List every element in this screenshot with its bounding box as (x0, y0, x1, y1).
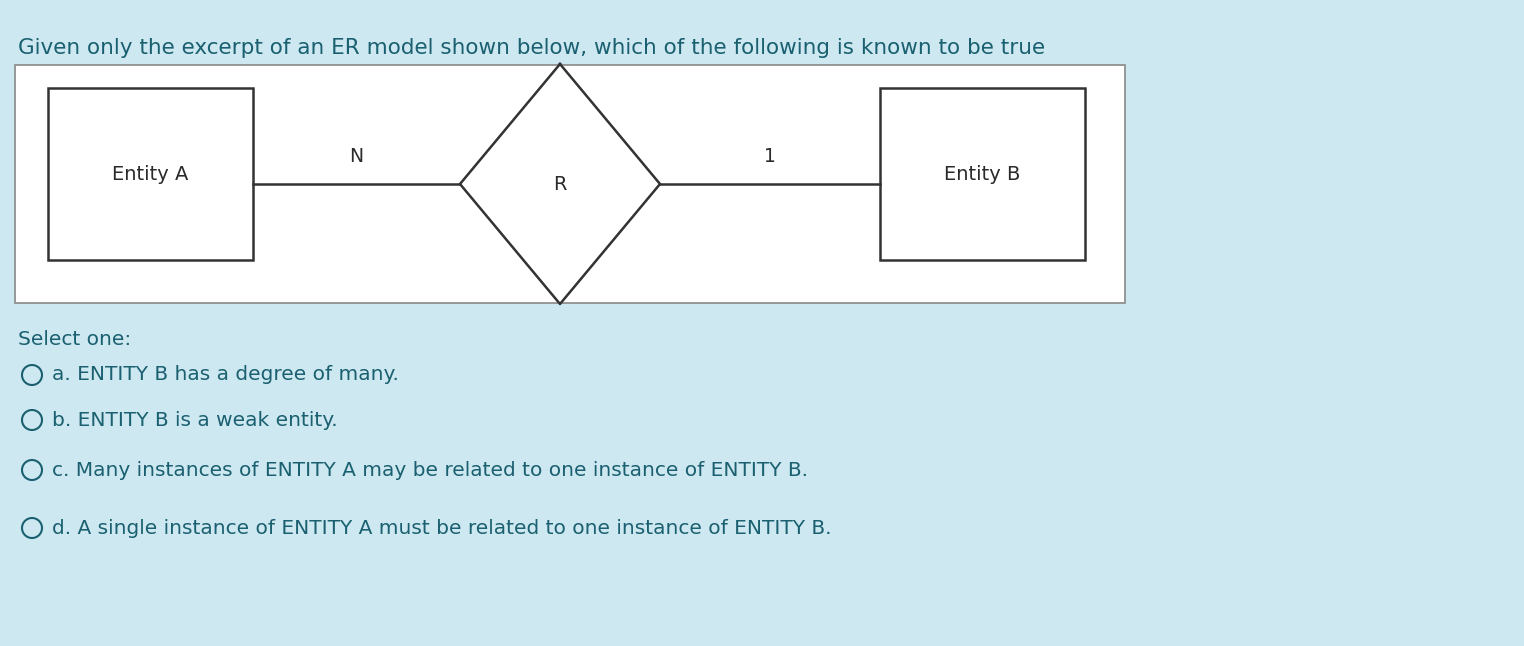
Text: Given only the excerpt of an ER model shown below, which of the following is kno: Given only the excerpt of an ER model sh… (18, 38, 1045, 58)
Text: d. A single instance of ENTITY A must be related to one instance of ENTITY B.: d. A single instance of ENTITY A must be… (52, 519, 832, 537)
Text: Select one:: Select one: (18, 330, 131, 349)
Polygon shape (460, 64, 660, 304)
Bar (47, 88, 253, 260)
Text: R: R (553, 174, 567, 194)
Text: Entity B: Entity B (945, 165, 1021, 183)
Bar (15, 65, 1125, 303)
Text: N: N (349, 147, 364, 165)
Text: 1: 1 (764, 147, 776, 165)
Text: Entity A: Entity A (113, 165, 189, 183)
Text: c. Many instances of ENTITY A may be related to one instance of ENTITY B.: c. Many instances of ENTITY A may be rel… (52, 461, 808, 479)
Bar (879, 88, 1085, 260)
Text: a. ENTITY B has a degree of many.: a. ENTITY B has a degree of many. (52, 366, 399, 384)
Text: b. ENTITY B is a weak entity.: b. ENTITY B is a weak entity. (52, 410, 338, 430)
